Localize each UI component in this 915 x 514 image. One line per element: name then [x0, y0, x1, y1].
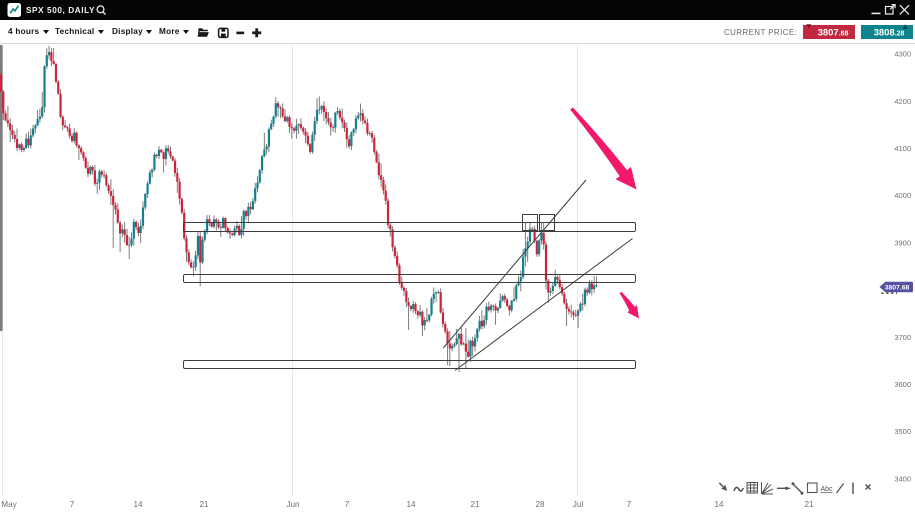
svg-text:7: 7: [627, 500, 632, 509]
svg-text:4100: 4100: [894, 144, 911, 153]
svg-text:3808.28: 3808.28: [874, 27, 905, 38]
svg-text:3600: 3600: [894, 380, 911, 389]
svg-text:3807.68: 3807.68: [818, 27, 849, 38]
svg-text:4200: 4200: [894, 97, 911, 106]
svg-text:Jul: Jul: [573, 500, 584, 509]
svg-text:3400: 3400: [894, 474, 911, 483]
svg-text:Jun: Jun: [286, 500, 300, 509]
svg-text:Abc: Abc: [821, 486, 834, 493]
svg-text:7: 7: [70, 500, 75, 509]
svg-text:May: May: [1, 500, 17, 509]
svg-text:3807.68: 3807.68: [885, 285, 910, 292]
svg-text:14: 14: [714, 500, 724, 509]
svg-text:SPX 500, DAILY: SPX 500, DAILY: [26, 6, 95, 15]
svg-text:4300: 4300: [894, 50, 911, 59]
svg-text:3700: 3700: [894, 333, 911, 342]
svg-text:21: 21: [199, 500, 209, 509]
svg-text:21: 21: [804, 500, 814, 509]
svg-text:14: 14: [406, 500, 416, 509]
svg-text:14: 14: [133, 500, 143, 509]
svg-text:7: 7: [345, 500, 350, 509]
svg-text:28: 28: [535, 500, 545, 509]
svg-text:21: 21: [470, 500, 480, 509]
svg-text:4000: 4000: [894, 191, 911, 200]
svg-text:3500: 3500: [894, 427, 911, 436]
svg-text:3900: 3900: [894, 238, 911, 247]
